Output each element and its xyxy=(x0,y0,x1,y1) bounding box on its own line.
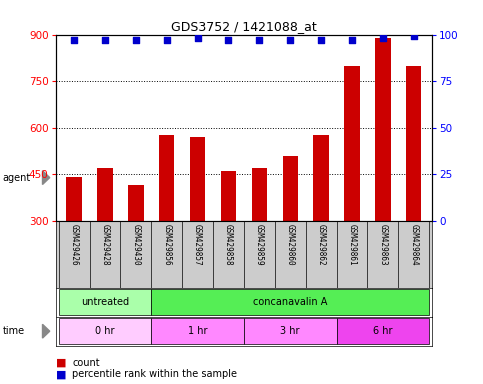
Bar xyxy=(151,290,429,315)
Polygon shape xyxy=(43,170,50,185)
Title: GDS3752 / 1421088_at: GDS3752 / 1421088_at xyxy=(171,20,317,33)
Bar xyxy=(283,156,298,221)
Text: GSM429426: GSM429426 xyxy=(70,224,79,266)
Bar xyxy=(128,185,143,221)
Point xyxy=(348,37,356,43)
Bar xyxy=(337,318,429,344)
Bar xyxy=(66,177,82,221)
Text: ■: ■ xyxy=(56,369,66,379)
Text: 0 hr: 0 hr xyxy=(95,326,114,336)
Text: GSM429860: GSM429860 xyxy=(286,224,295,266)
Point xyxy=(132,37,140,43)
Point xyxy=(70,37,78,43)
Text: ■: ■ xyxy=(56,358,66,368)
Text: GSM429864: GSM429864 xyxy=(409,224,418,266)
Text: 6 hr: 6 hr xyxy=(373,326,393,336)
Text: GSM429862: GSM429862 xyxy=(317,224,326,266)
Bar xyxy=(344,66,360,221)
Text: agent: agent xyxy=(2,172,30,183)
Text: GSM429858: GSM429858 xyxy=(224,224,233,266)
Bar xyxy=(244,318,337,344)
Text: 3 hr: 3 hr xyxy=(281,326,300,336)
Bar xyxy=(252,168,267,221)
Bar xyxy=(159,136,174,221)
Polygon shape xyxy=(43,324,50,338)
Bar xyxy=(58,290,151,315)
Point xyxy=(194,35,201,41)
Point xyxy=(163,37,170,43)
Point xyxy=(225,37,232,43)
Bar xyxy=(313,136,329,221)
Text: GSM429856: GSM429856 xyxy=(162,224,171,266)
Point xyxy=(317,37,325,43)
Point xyxy=(101,37,109,43)
Bar xyxy=(58,318,151,344)
Bar xyxy=(406,66,422,221)
Text: 1 hr: 1 hr xyxy=(188,326,207,336)
Text: GSM429430: GSM429430 xyxy=(131,224,141,266)
Bar xyxy=(97,168,113,221)
Bar xyxy=(190,137,205,221)
Text: untreated: untreated xyxy=(81,297,129,308)
Bar xyxy=(221,171,236,221)
Text: GSM429857: GSM429857 xyxy=(193,224,202,266)
Text: GSM429861: GSM429861 xyxy=(347,224,356,266)
Text: percentile rank within the sample: percentile rank within the sample xyxy=(72,369,238,379)
Point xyxy=(256,37,263,43)
Point xyxy=(286,37,294,43)
Text: count: count xyxy=(72,358,100,368)
Text: time: time xyxy=(2,326,25,336)
Bar xyxy=(151,318,244,344)
Point xyxy=(410,33,418,40)
Text: concanavalin A: concanavalin A xyxy=(253,297,327,308)
Bar xyxy=(375,38,391,221)
Text: GSM429859: GSM429859 xyxy=(255,224,264,266)
Point xyxy=(379,35,387,41)
Text: GSM429428: GSM429428 xyxy=(100,224,110,266)
Text: GSM429863: GSM429863 xyxy=(378,224,387,266)
